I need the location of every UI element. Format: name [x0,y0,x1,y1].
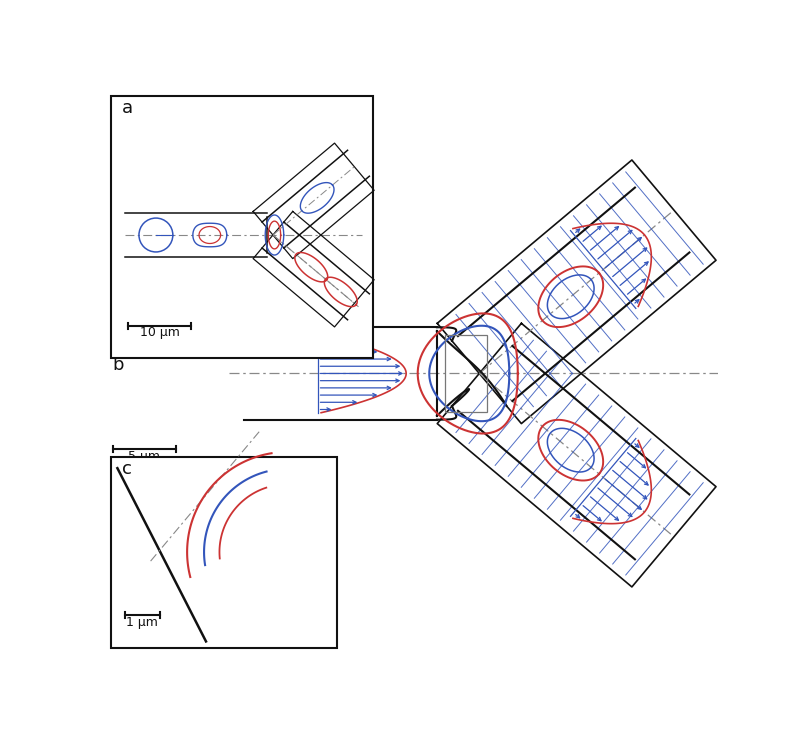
Text: 1 μm: 1 μm [126,616,158,629]
Text: a: a [122,99,133,117]
Text: 10 μm: 10 μm [140,326,180,339]
Text: 5 μm: 5 μm [128,449,160,463]
Text: b: b [113,356,124,373]
Bar [445,335,487,412]
Text: c: c [122,460,132,477]
Bar [111,457,337,647]
Bar [111,96,373,358]
